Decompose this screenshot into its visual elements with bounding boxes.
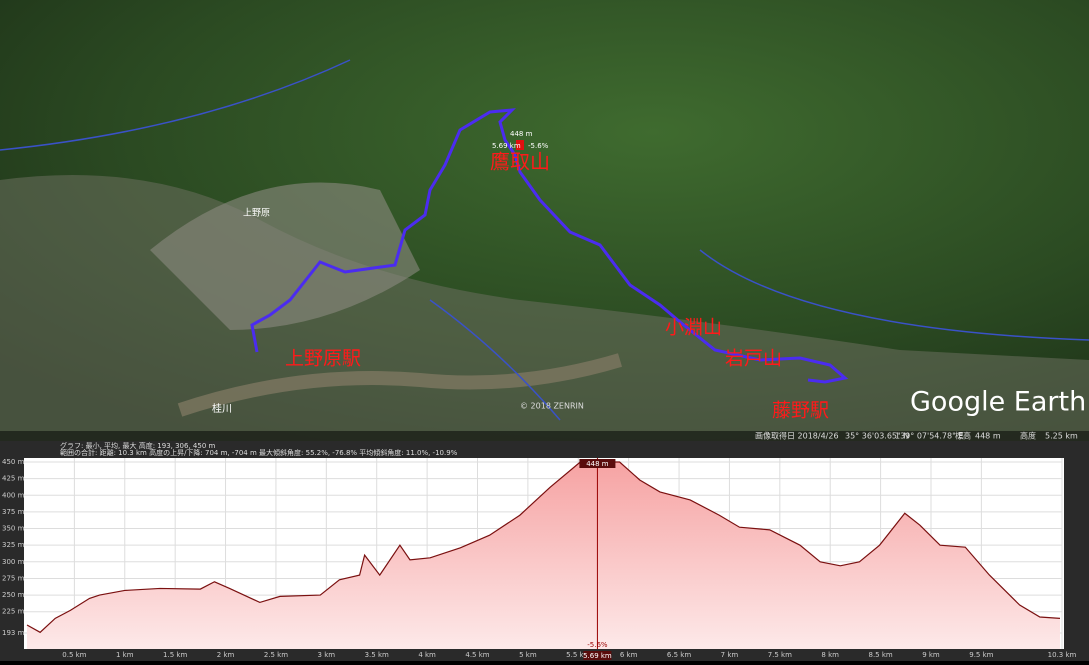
logo: Google Earth xyxy=(910,387,1086,418)
marker-elevation: 448 m xyxy=(510,130,533,138)
status-elev-label: 標高 xyxy=(955,431,971,441)
peak-label: 岩戸山 xyxy=(725,348,782,370)
status-alt-label: 高度 xyxy=(1020,431,1036,441)
x-tick-label: 5.5 km xyxy=(566,651,590,659)
cursor-box xyxy=(579,459,616,468)
y-tick-label: 225 m xyxy=(2,608,25,616)
x-tick-label: 2 km xyxy=(217,651,235,659)
status-elev: 448 m xyxy=(975,432,1001,441)
river xyxy=(177,353,623,417)
x-tick-label: 4.5 km xyxy=(465,651,489,659)
y-tick-label: 325 m xyxy=(2,541,25,549)
place-label: 上野原 xyxy=(243,208,270,219)
position-marker xyxy=(516,140,524,150)
station-label: 藤野駅 xyxy=(772,400,829,422)
y-tick-label: 300 m xyxy=(2,558,25,566)
x-tick-label: 6 km xyxy=(620,651,638,659)
copyright: © 2018 ZENRIN xyxy=(520,402,584,411)
y-tick-label: 450 m xyxy=(2,458,25,466)
route xyxy=(250,108,849,384)
peak-label: 小淵山 xyxy=(665,317,722,339)
y-tick-label: 275 m xyxy=(2,574,25,582)
cursor-distance: 5.69 km xyxy=(583,652,612,660)
x-tick-label: 3.5 km xyxy=(365,651,389,659)
graph-info: 範囲の合計: 距離: 10.3 km 高度の上昇/下降: 704 m, -704… xyxy=(60,448,458,457)
boundary xyxy=(0,59,1089,421)
status-alt: 5.25 km xyxy=(1045,432,1078,441)
area-fill xyxy=(27,462,1060,649)
x-tick-label: 3 km xyxy=(318,651,336,659)
cursor-slope: -5.6% xyxy=(587,641,608,649)
x-tick-label: 8 km xyxy=(821,651,839,659)
x-tick-label: 1.5 km xyxy=(163,651,187,659)
x-tick-label: 1 km xyxy=(116,651,134,659)
marker-slope: -5.6% xyxy=(528,142,549,150)
place-label: 桂川 xyxy=(212,402,232,415)
map[interactable]: 448 m 5.69 km -5.6% 鷹取山 小淵山 岩戸山 上野原駅 藤野駅… xyxy=(0,0,1089,441)
x-tick-label: 8.5 km xyxy=(868,651,892,659)
peak-label: 鷹取山 xyxy=(490,150,550,174)
y-tick-label: 193 m xyxy=(2,629,25,637)
x-tick-label: 9.5 km xyxy=(969,651,993,659)
station-label: 上野原駅 xyxy=(285,348,361,370)
x-tick-label: 0.5 km xyxy=(62,651,86,659)
y-tick-label: 400 m xyxy=(2,491,25,499)
status-date: 画像取得日 2018/4/26 xyxy=(755,431,839,441)
x-tick-label: 6.5 km xyxy=(667,651,691,659)
x-tick-label: 10.3 km xyxy=(1048,651,1077,659)
status-bar xyxy=(0,431,1089,441)
x-tick-label: 4 km xyxy=(418,651,436,659)
x-tick-label: 9 km xyxy=(922,651,940,659)
marker-distance: 5.69 km xyxy=(492,142,521,150)
cursor-box xyxy=(583,651,612,660)
y-tick-label: 250 m xyxy=(2,591,25,599)
town-area xyxy=(150,182,420,330)
x-tick-label: 7.5 km xyxy=(768,651,792,659)
status-lon: 139° 07'54.78" E xyxy=(895,432,963,441)
x-tick-label: 5 km xyxy=(519,651,537,659)
y-tick-label: 375 m xyxy=(2,508,25,516)
x-tick-label: 2.5 km xyxy=(264,651,288,659)
profile-line xyxy=(26,461,1061,634)
y-tick-label: 350 m xyxy=(2,525,25,533)
y-tick-label: 425 m xyxy=(2,475,25,483)
x-tick-label: 7 km xyxy=(721,651,739,659)
cursor-elevation: 448 m xyxy=(586,460,609,468)
status-lat: 35° 36'03.65" N xyxy=(845,432,909,441)
graph-info: グラフ: 最小, 平均, 最大 高度: 193, 306, 450 m xyxy=(60,441,216,450)
